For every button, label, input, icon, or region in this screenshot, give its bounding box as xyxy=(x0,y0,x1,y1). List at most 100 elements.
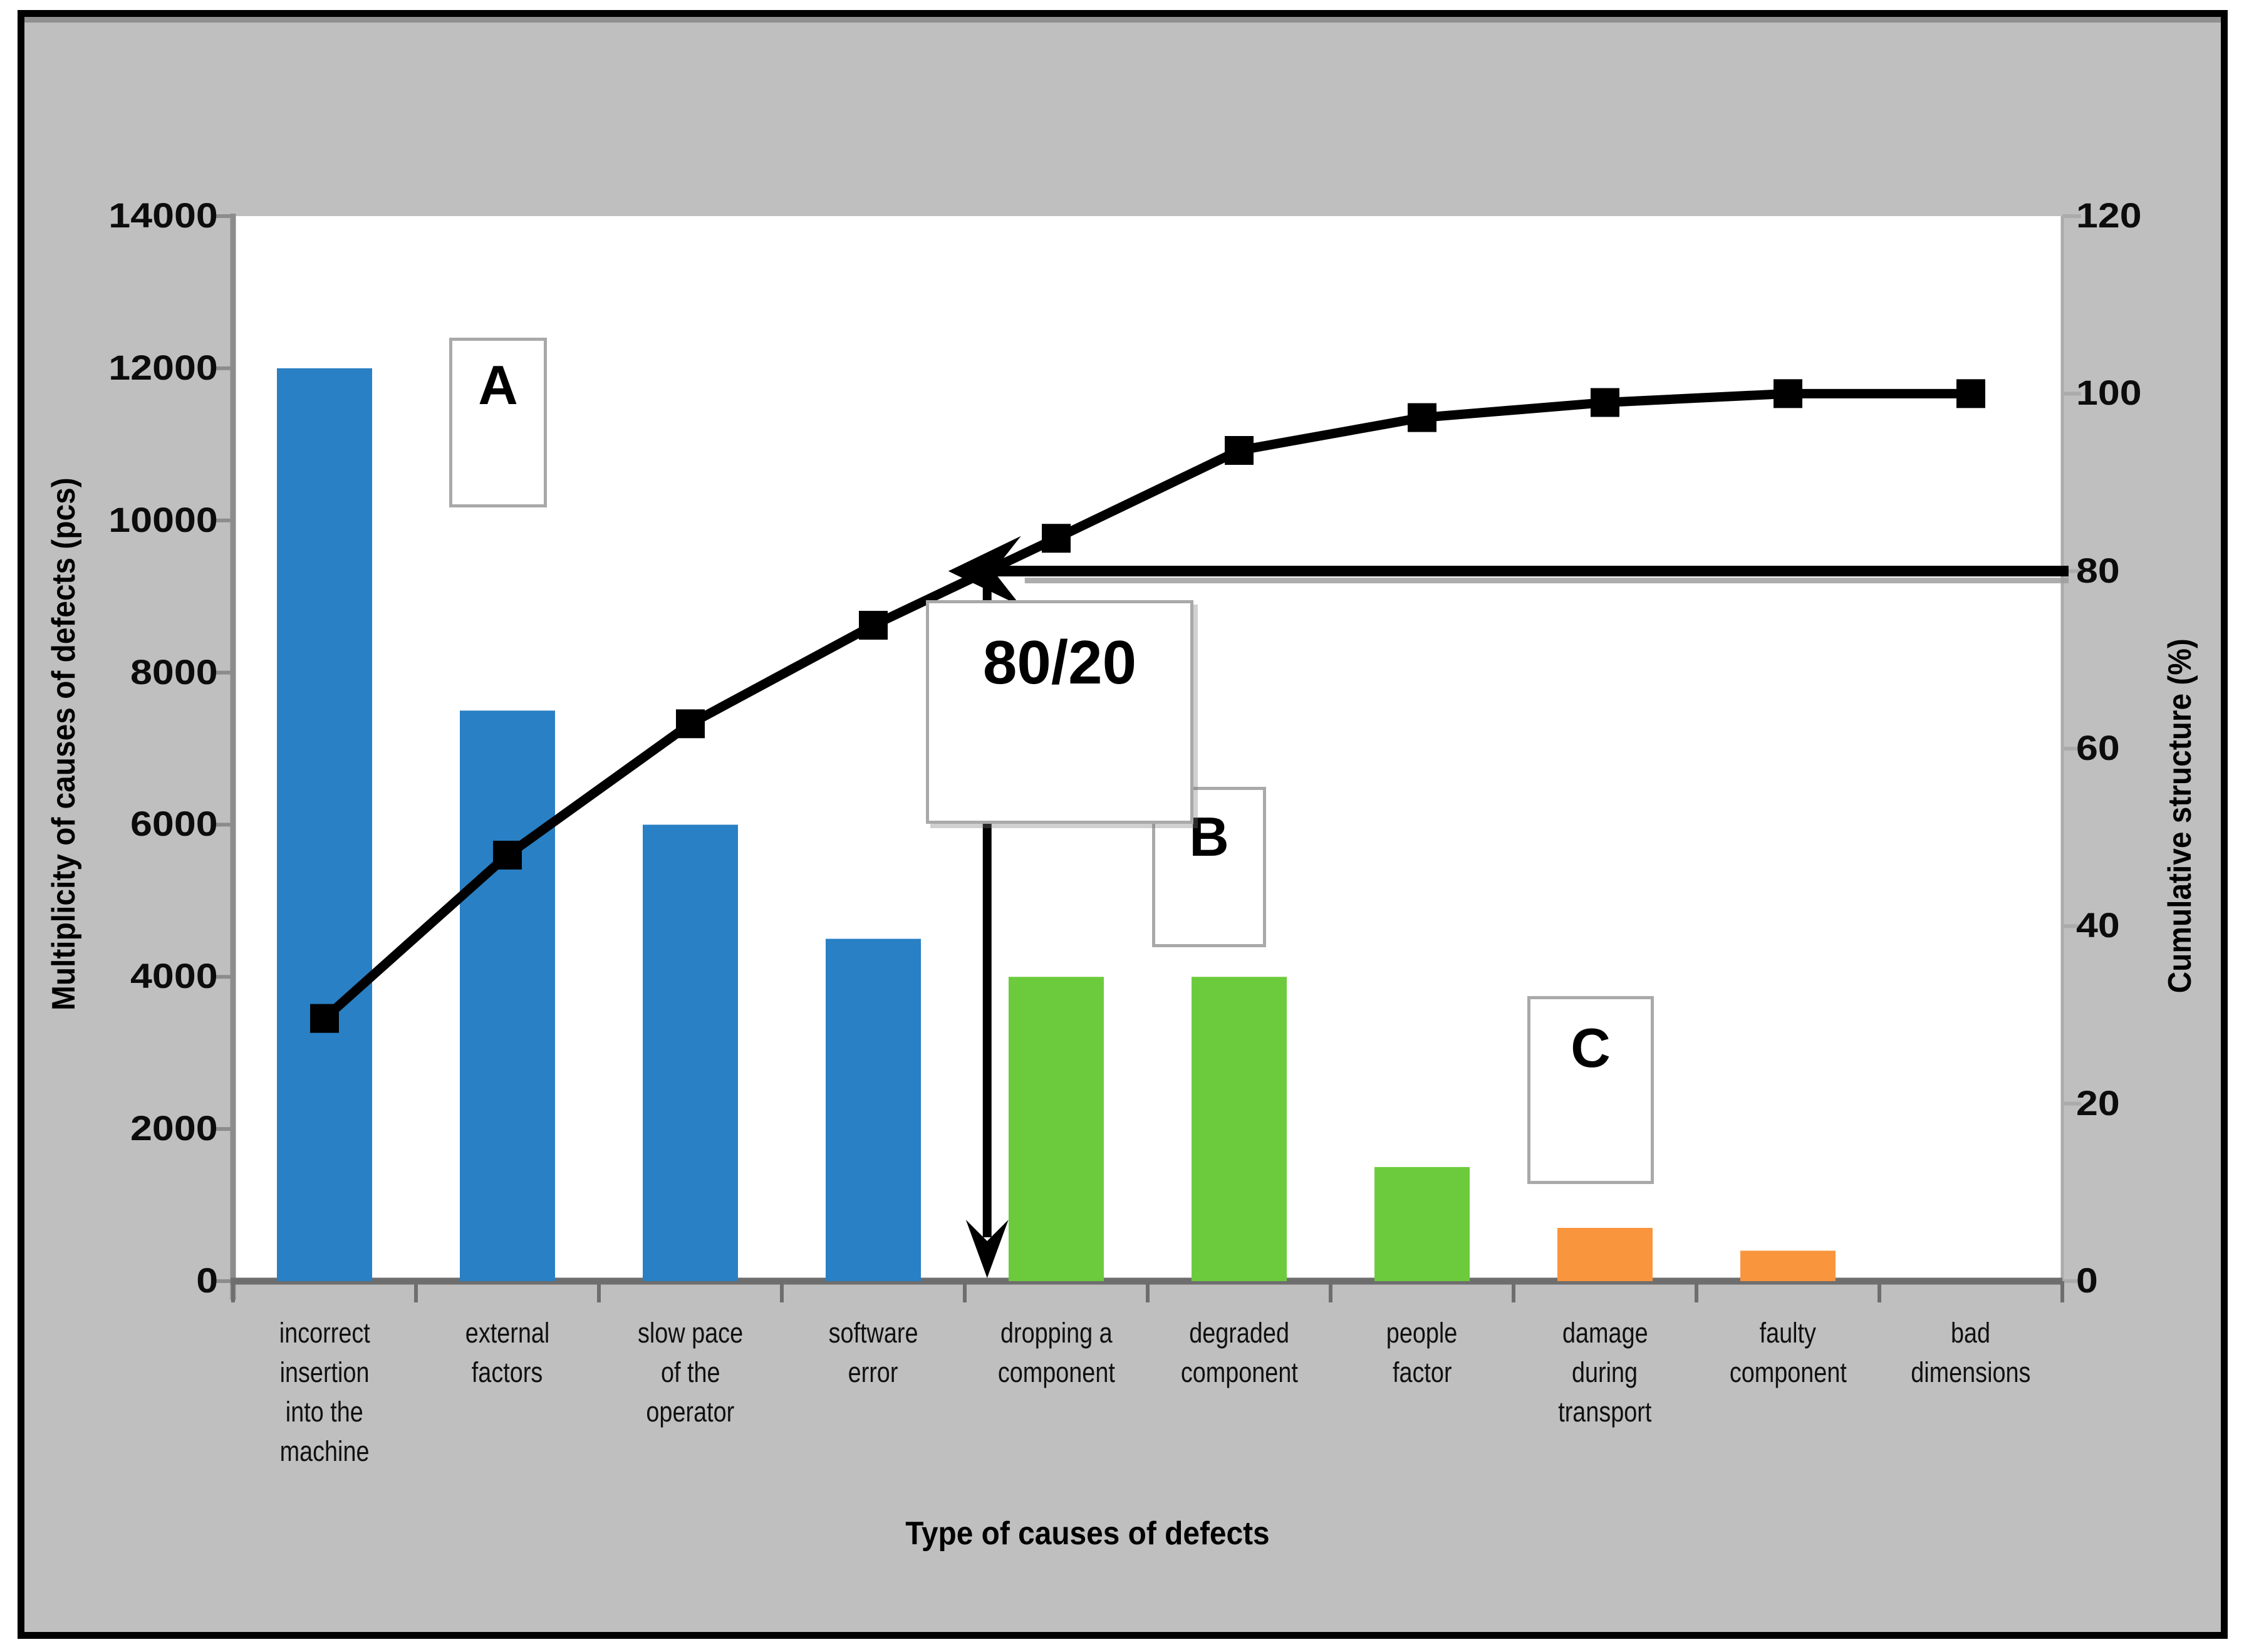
bar-5-green xyxy=(1009,977,1104,1281)
category-label-line: damage xyxy=(1405,1313,1805,1353)
down-arrowhead xyxy=(965,1220,1009,1278)
category-label-line: transport xyxy=(1405,1392,1805,1431)
category-label-line: bad xyxy=(1770,1313,2171,1353)
category-label-text: component xyxy=(997,1356,1115,1388)
category-label-line: external xyxy=(307,1313,708,1353)
category-label-2: external factors xyxy=(307,1313,708,1392)
bar-4-blue xyxy=(826,938,921,1281)
y-left-tick-label-text: 4000 xyxy=(130,956,218,996)
y-right-tick-label-text: 20 xyxy=(2076,1083,2120,1123)
category-label-line: slow pace xyxy=(490,1313,891,1353)
y-left-axis-title: Multiplicity of causes of defects (pcs) xyxy=(45,454,83,1034)
category-label-line: dropping a xyxy=(856,1313,1257,1353)
bar-3-blue xyxy=(643,824,738,1281)
bar-6-green xyxy=(1192,977,1287,1281)
category-label-text: machine xyxy=(279,1435,370,1467)
category-label-3: slow pace of the operator xyxy=(490,1313,891,1431)
category-label-5: dropping a component xyxy=(856,1313,1257,1392)
category-label-line: component xyxy=(1587,1353,1988,1392)
cumulative-marker-3 xyxy=(676,709,705,739)
category-label-line: faulty xyxy=(1587,1313,1988,1353)
category-label-9: faulty component xyxy=(1587,1313,1988,1392)
y-left-tick-label: 2000 xyxy=(38,1108,218,1148)
y-right-tick-label-text: 80 xyxy=(2076,550,2120,590)
x-axis-title: Type of causes of defects xyxy=(890,1515,1278,1552)
y-right-tick-label: 0 xyxy=(2076,1260,2239,1301)
y-left-tick-label-text: 2000 xyxy=(130,1108,218,1148)
category-label-line: machine xyxy=(124,1431,525,1471)
pareto-8020-callout: 80/20 xyxy=(926,600,1193,824)
category-label-text: component xyxy=(1180,1356,1298,1388)
group-a-label: A xyxy=(478,354,518,417)
y-left-tick-label: 4000 xyxy=(38,955,218,996)
category-label-text: operator xyxy=(646,1396,735,1428)
bar-7-green xyxy=(1374,1166,1470,1281)
y-left-axis-title-text: Multiplicity of causes of defects (pcs) xyxy=(46,477,82,1011)
cumulative-marker-2 xyxy=(493,841,522,870)
category-label-4: software error xyxy=(673,1313,1074,1392)
frame-top-shadow xyxy=(24,17,2221,23)
y-left-tick-label: 10000 xyxy=(38,499,218,540)
category-label-text: faulty xyxy=(1759,1317,1817,1349)
category-label-text: damage xyxy=(1562,1317,1648,1349)
category-label-8: damage during transport xyxy=(1405,1313,1805,1431)
category-label-text: during xyxy=(1572,1356,1638,1388)
category-label-10: bad dimensions xyxy=(1770,1313,2171,1392)
category-label-line: software xyxy=(673,1313,1074,1353)
cumulative-marker-7 xyxy=(1408,403,1436,432)
category-label-text: slow pace xyxy=(637,1317,744,1349)
y-right-tick-label-text: 60 xyxy=(2076,728,2120,767)
category-label-text: people xyxy=(1386,1317,1458,1349)
y-right-tick-label-text: 100 xyxy=(2076,373,2142,413)
category-label-text: error xyxy=(848,1356,898,1388)
y-right-tick-label-text: 120 xyxy=(2076,195,2142,235)
cumulative-marker-6 xyxy=(1225,436,1254,465)
cumulative-marker-5 xyxy=(1042,524,1071,553)
y-left-tick-label-text: 0 xyxy=(196,1260,218,1300)
y-right-tick-label: 20 xyxy=(2076,1083,2239,1123)
category-label-text: bad xyxy=(1951,1317,1991,1349)
category-label-text: insertion xyxy=(279,1356,370,1388)
y-left-tick-label-text: 6000 xyxy=(130,804,218,844)
y-right-tick-label: 120 xyxy=(2076,195,2239,236)
cumulative-line xyxy=(321,388,1971,1022)
bar-1-blue xyxy=(277,368,372,1281)
y-right-axis-title-text: Cumulative structure (%) xyxy=(2162,638,2198,994)
y-left-tick-label-text: 10000 xyxy=(108,499,218,539)
cumulative-marker-4 xyxy=(859,611,888,640)
pareto-8020-label: 80/20 xyxy=(982,627,1137,697)
group-c-callout: C xyxy=(1527,996,1654,1184)
category-label-7: people factor xyxy=(1222,1313,1623,1392)
category-label-line: of the xyxy=(490,1353,891,1392)
category-label-1: incorrect insertion into the machine xyxy=(124,1313,525,1471)
category-label-line: people xyxy=(1222,1313,1623,1353)
category-label-text: factors xyxy=(472,1356,543,1388)
cumulative-marker-10 xyxy=(1956,379,1985,408)
y-left-tick-label-text: 8000 xyxy=(130,652,218,692)
category-label-line: insertion xyxy=(124,1353,525,1392)
cumulative-marker-9 xyxy=(1774,379,1802,408)
category-label-text: dimensions xyxy=(1911,1356,2031,1388)
y-left-tick-label: 12000 xyxy=(38,347,218,388)
y-left-tick-label: 14000 xyxy=(38,195,218,236)
y-right-tick-label: 60 xyxy=(2076,727,2239,768)
category-label-line: degraded xyxy=(1039,1313,1440,1353)
category-label-line: into the xyxy=(124,1392,525,1431)
y-left-tick-label-text: 14000 xyxy=(108,195,218,235)
bar-2-blue xyxy=(460,710,555,1281)
y-right-tick-label-text: 40 xyxy=(2076,905,2120,945)
category-label-line: error xyxy=(673,1353,1074,1392)
bar-8-orange xyxy=(1557,1228,1653,1281)
y-right-axis-title: Cumulative structure (%) xyxy=(2161,623,2199,1009)
group-a-callout: A xyxy=(449,338,547,507)
y-right-tick-label: 40 xyxy=(2076,905,2239,945)
y-right-tick-label: 100 xyxy=(2076,372,2239,413)
category-label-text: software xyxy=(828,1317,918,1349)
category-label-line: operator xyxy=(490,1392,891,1431)
category-label-text: incorrect xyxy=(279,1317,370,1349)
category-label-line: component xyxy=(856,1353,1257,1392)
y-left-tick-label-text: 12000 xyxy=(108,347,218,387)
category-label-line: factor xyxy=(1222,1353,1623,1392)
category-label-text: of the xyxy=(660,1356,720,1388)
